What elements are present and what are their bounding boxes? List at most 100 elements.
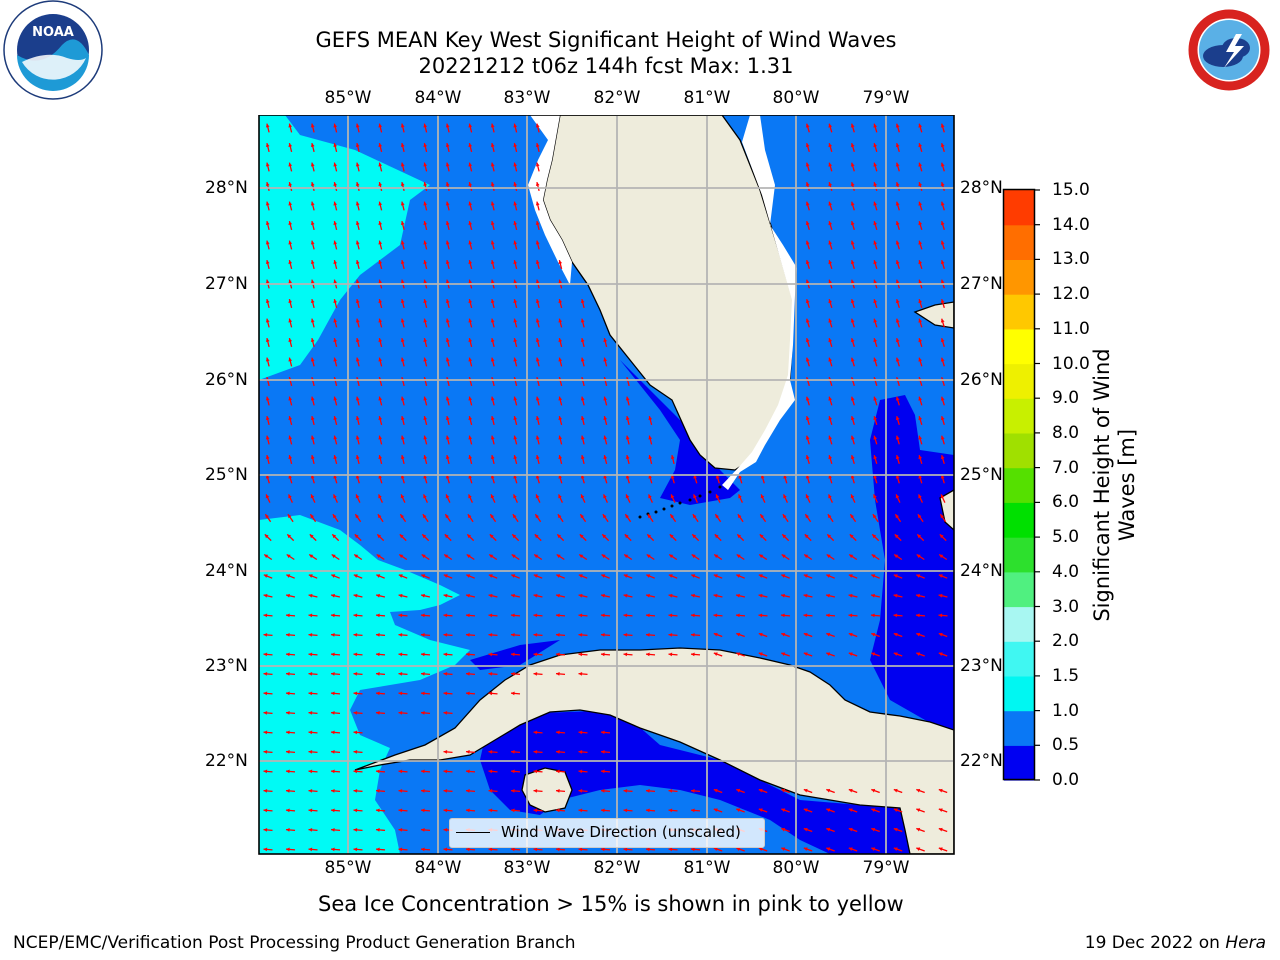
wave-arrow-head [759,534,764,539]
wave-arrow-head [805,260,810,265]
wave-arrow-head [376,652,380,657]
wave-arrow-head [805,318,810,323]
wave-arrow-head [556,808,560,813]
wave-arrow-head [353,652,358,657]
wave-arrow-head [826,574,831,578]
lon-label-bottom: 79°W [862,858,910,878]
wave-arrow-head [826,613,830,618]
wave-arrow-head [557,534,562,539]
wave-arrow-head [400,279,405,284]
wave-arrow-head [331,769,335,774]
wave-arrow-head [805,162,810,167]
wave-arrow-head [512,514,517,519]
wave-arrow-head [895,357,900,362]
wave-arrow-head [310,182,315,186]
wave-arrow-head [895,318,900,323]
wave-arrow-head [556,769,560,774]
wave-arrow-head [355,357,360,362]
wave-arrow-head [603,494,607,499]
wave-arrow-head [398,672,403,676]
wave-arrow-head [265,435,270,440]
wave-arrow-head [713,808,718,812]
wave-arrow-head [468,240,473,245]
wave-arrow-head [466,633,470,637]
wave-arrow-head [603,357,608,362]
wave-arrow-head [400,338,405,342]
wave-arrow-head [513,162,518,167]
wave-arrow-head [310,260,315,264]
wave-arrow-head [805,416,810,421]
wave-arrow-head [445,318,450,323]
wave-arrow-head [400,143,405,147]
wave-arrow-head [736,613,740,618]
wave-arrow-head [378,279,383,284]
wave-arrow-head [556,633,560,637]
colorbar-swatch [1004,294,1034,330]
colorbar [1002,188,1040,781]
wave-arrow-head [310,279,315,284]
wave-arrow-head [918,182,923,187]
wave-arrow-head [308,730,313,735]
wave-arrow-head [378,240,383,245]
wave-arrow-head [288,299,293,303]
wave-arrow-head [443,672,448,676]
wave-arrow-head [288,455,293,459]
wave-arrow-head [333,416,338,420]
wave-arrow-head [443,808,448,813]
wave-arrow-head [331,730,335,735]
wave-arrow-head [263,789,268,793]
wave-arrow-head [826,788,831,793]
wave-arrow-head [468,162,473,167]
wave-arrow-head [828,182,833,187]
wave-arrow-head [333,162,338,167]
wave-arrow-head [893,652,898,656]
wave-arrow-head [535,201,540,206]
wave-arrow-head [738,494,742,499]
colorbar-tick-label: 5.0 [1052,527,1080,548]
wave-arrow-head [355,514,359,519]
wave-arrow-head [916,593,920,598]
wave-arrow-head [490,123,495,128]
wave-arrow-head [805,240,810,245]
wave-arrow-head [850,514,854,519]
wave-arrow-head [850,357,855,362]
wave-arrow-head [333,396,338,401]
wave-arrow-head [263,633,268,637]
wave-arrow-head [578,789,583,793]
wave-arrow-head [310,162,315,167]
wave-arrow-head [938,808,943,812]
wave-arrow-head [398,769,403,774]
wave-arrow-head [895,338,900,343]
svg-text:NOAA: NOAA [32,25,74,40]
wave-arrow-head [355,455,360,459]
wave-arrow-head [331,613,335,618]
wave-arrow-head [826,652,831,656]
wave-arrow-head [378,435,383,440]
wave-arrow-head [691,574,696,578]
wave-arrow-head [513,240,518,245]
wave-arrow-head [533,847,538,852]
wave-arrow-head [646,593,650,598]
wave-arrow-head [398,847,403,852]
wave-arrow-head [468,396,473,401]
wave-arrow-head [533,730,538,735]
wave-arrow-head [803,808,808,812]
wave-arrow-head [513,201,518,206]
wave-arrow-head [647,534,652,539]
wave-arrow-head [828,123,833,128]
wave-arrow-head [691,593,695,598]
wave-arrow-head [918,221,923,226]
wave-arrow-head [488,808,493,813]
lat-label-left: 24°N [205,561,248,581]
wave-arrow-head [445,221,450,225]
wave-arrow-head [918,123,923,128]
wave-arrow-head [513,260,518,264]
wave-arrow-head [308,691,313,696]
wave-arrow-head [940,396,945,401]
wave-arrow-head [625,416,630,420]
wave-arrow-head [715,514,719,519]
lat-label-left: 22°N [205,751,248,771]
wave-arrow-head [535,260,540,264]
wave-arrow-head [580,514,584,519]
wave-arrow-head [308,769,313,774]
